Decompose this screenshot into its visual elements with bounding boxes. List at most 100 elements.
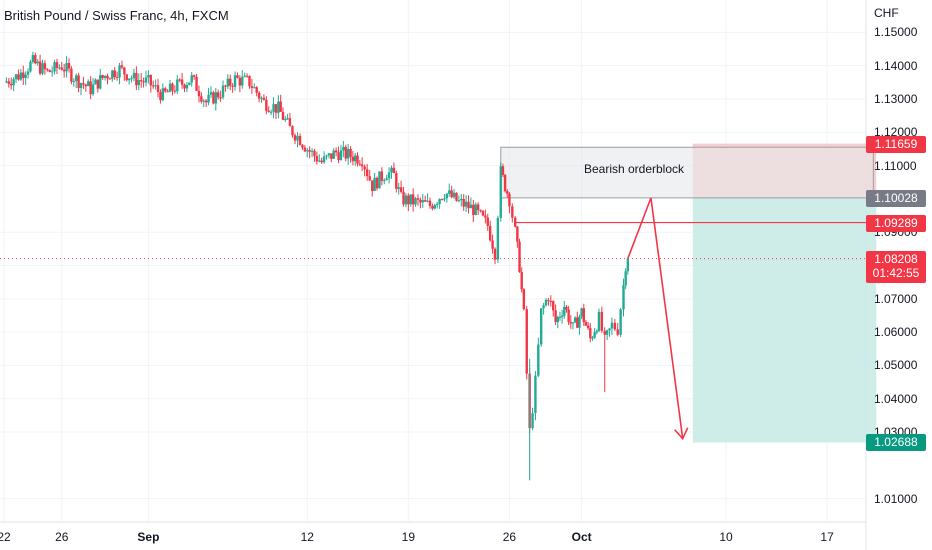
candle-body: [493, 248, 497, 260]
candle-body: [552, 301, 555, 311]
time-tick-label: 10: [719, 530, 733, 544]
candle-body: [514, 217, 517, 227]
candle-body: [339, 150, 343, 161]
candle-body: [516, 226, 519, 242]
candle-body: [474, 204, 477, 215]
candle-body: [600, 311, 604, 331]
candle-body: [233, 75, 237, 87]
candle-body: [87, 81, 90, 87]
price-tick-label: 1.06000: [874, 325, 918, 340]
candle-body: [407, 195, 410, 205]
candle-body: [397, 187, 400, 189]
candle-body: [5, 81, 8, 83]
candle-body: [525, 309, 528, 374]
candle-body: [118, 65, 121, 78]
candle-body: [428, 200, 432, 207]
candle-body: [185, 84, 189, 89]
candle-body: [365, 169, 369, 177]
candle-body: [368, 176, 371, 181]
candle-body: [595, 330, 598, 333]
candle-body: [322, 156, 326, 163]
candle-body: [334, 150, 338, 153]
candle-body: [255, 87, 258, 93]
candle-body: [99, 75, 102, 89]
candle-body: [168, 83, 172, 92]
candle-body: [616, 329, 619, 335]
chart-title: British Pound / Swiss Franc, 4h, FXCM: [4, 8, 229, 23]
candle-body: [469, 204, 473, 209]
candle-body: [431, 206, 434, 209]
candle-body: [522, 289, 526, 310]
candle-body: [571, 322, 575, 324]
candle-body: [518, 241, 521, 272]
candle-body: [217, 92, 220, 98]
price-badge-value: 1.10028: [874, 190, 918, 205]
time-tick-label: 26: [55, 530, 69, 544]
candle-body: [277, 101, 280, 113]
candle-body: [84, 84, 88, 87]
candle-body: [503, 174, 507, 192]
candle-body: [173, 90, 177, 92]
candle-body: [390, 167, 393, 173]
price-badge-value: 1.11659: [874, 136, 918, 151]
candle-body: [91, 84, 95, 95]
candle-body: [29, 61, 32, 72]
candle-body: [597, 311, 601, 331]
price-tick-label: 1.15000: [874, 25, 918, 40]
candle-body: [452, 192, 456, 198]
candle-body: [111, 70, 114, 79]
candle-body: [342, 146, 345, 151]
price-tick-label: 1.05000: [874, 358, 918, 373]
candle-body: [603, 330, 606, 335]
candle-body: [325, 155, 328, 157]
candle-body: [50, 71, 54, 73]
candle-body: [14, 74, 18, 80]
candle-body: [38, 61, 42, 74]
candle-body: [267, 110, 270, 112]
candle-body: [484, 215, 487, 218]
candle-body: [455, 192, 458, 201]
price-badge: 1.08208 01:42:55: [866, 250, 926, 283]
candle-body: [573, 317, 577, 323]
candle-body: [94, 79, 97, 85]
price-badge-value: 1.09289: [874, 215, 918, 230]
price-badge: 1.02688: [866, 434, 926, 452]
candle-body: [608, 328, 611, 331]
candle-body: [284, 118, 287, 120]
candle-body: [421, 200, 424, 203]
candle-body: [67, 63, 71, 69]
candle-body: [229, 78, 232, 86]
candle-body: [569, 322, 572, 324]
time-tick-label: 19: [401, 530, 416, 544]
candle-body: [48, 70, 51, 72]
candle-body: [375, 177, 379, 189]
candle-body: [472, 204, 475, 215]
candle-body: [622, 285, 625, 310]
candle-body: [231, 85, 234, 87]
candle-body: [619, 309, 622, 335]
candle-body: [360, 164, 364, 167]
candle-body: [12, 79, 15, 86]
candle-body: [120, 65, 124, 68]
candle-body: [610, 322, 614, 329]
candle-body: [265, 99, 268, 111]
candle-body: [281, 111, 285, 120]
candle-body: [433, 204, 437, 209]
candle-body: [491, 240, 494, 249]
candle-body: [236, 75, 239, 78]
candle-body: [371, 180, 374, 192]
candle-body: [626, 258, 630, 272]
candle-body: [411, 194, 415, 205]
price-badge-value: 1.08208: [874, 251, 918, 266]
candle-body: [204, 100, 208, 103]
candle-body: [183, 84, 186, 89]
candle-body: [176, 79, 179, 92]
candle-body: [563, 306, 566, 316]
candle-body: [576, 317, 579, 328]
candle-body: [139, 80, 143, 82]
candle-body: [558, 316, 562, 318]
candle-body: [36, 61, 39, 64]
candle-body: [556, 316, 559, 323]
